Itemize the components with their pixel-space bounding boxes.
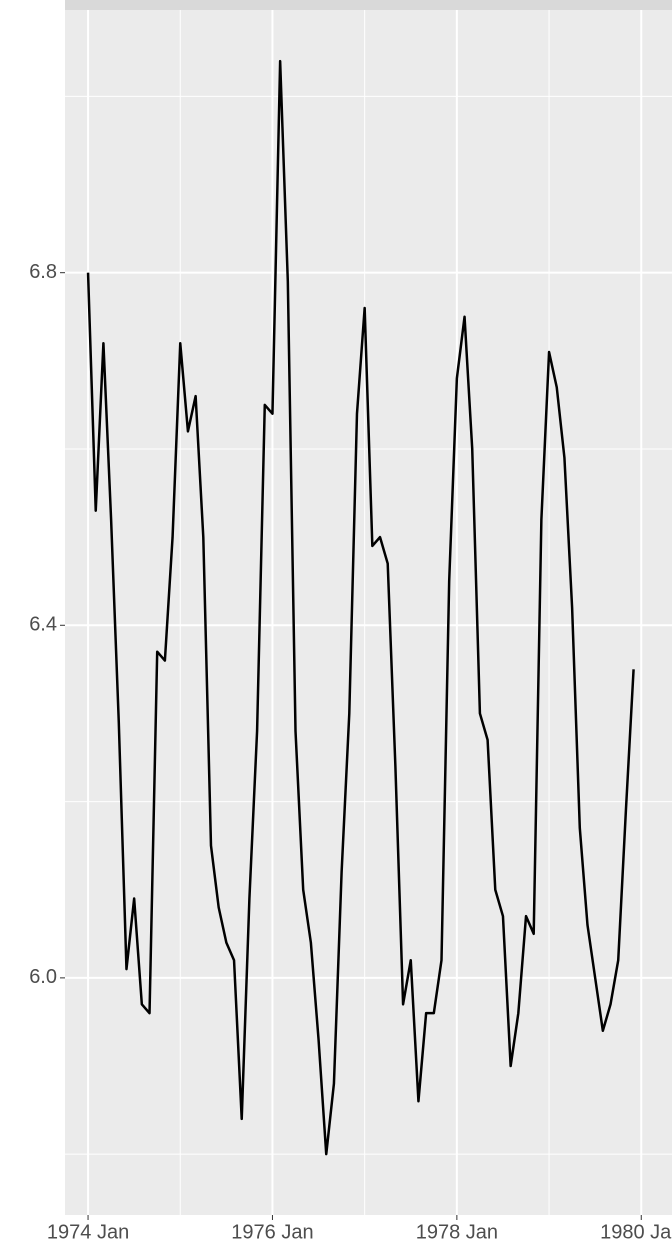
line — [86, 59, 635, 1156]
x-tick-label: 1976 Jan — [231, 1221, 313, 1243]
y-tick-label: 6.8 — [29, 261, 57, 283]
x-tick-label: 1980 Jan — [600, 1221, 672, 1243]
x-tick-label: 1978 Jan — [416, 1221, 498, 1243]
y-tick-label: 6.0 — [29, 966, 57, 988]
facet-strip — [65, 0, 672, 10]
x-tick-label: 1974 Jan — [47, 1221, 129, 1243]
y-tick-label: 6.4 — [29, 614, 57, 636]
panel — [65, 10, 672, 1215]
